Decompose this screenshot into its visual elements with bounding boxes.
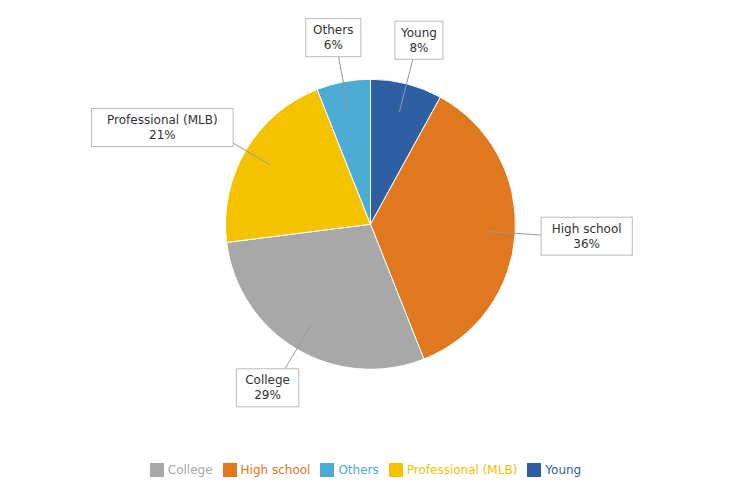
html-text:Others: Others — [338, 462, 379, 477]
svg-text:High school36%: High school36% — [552, 222, 622, 251]
html-text:College: College — [167, 462, 213, 477]
svg-text:Professional (MLB)21%: Professional (MLB)21% — [107, 113, 218, 142]
svg-text:Young8%: Young8% — [400, 26, 437, 55]
html-text:Professional (MLB): Professional (MLB) — [406, 462, 518, 477]
svg-text:Others6%: Others6% — [313, 23, 353, 52]
html-text:Young: Young — [545, 462, 582, 477]
html-text:High school: High school — [240, 462, 311, 477]
svg-text:College29%: College29% — [245, 373, 290, 402]
